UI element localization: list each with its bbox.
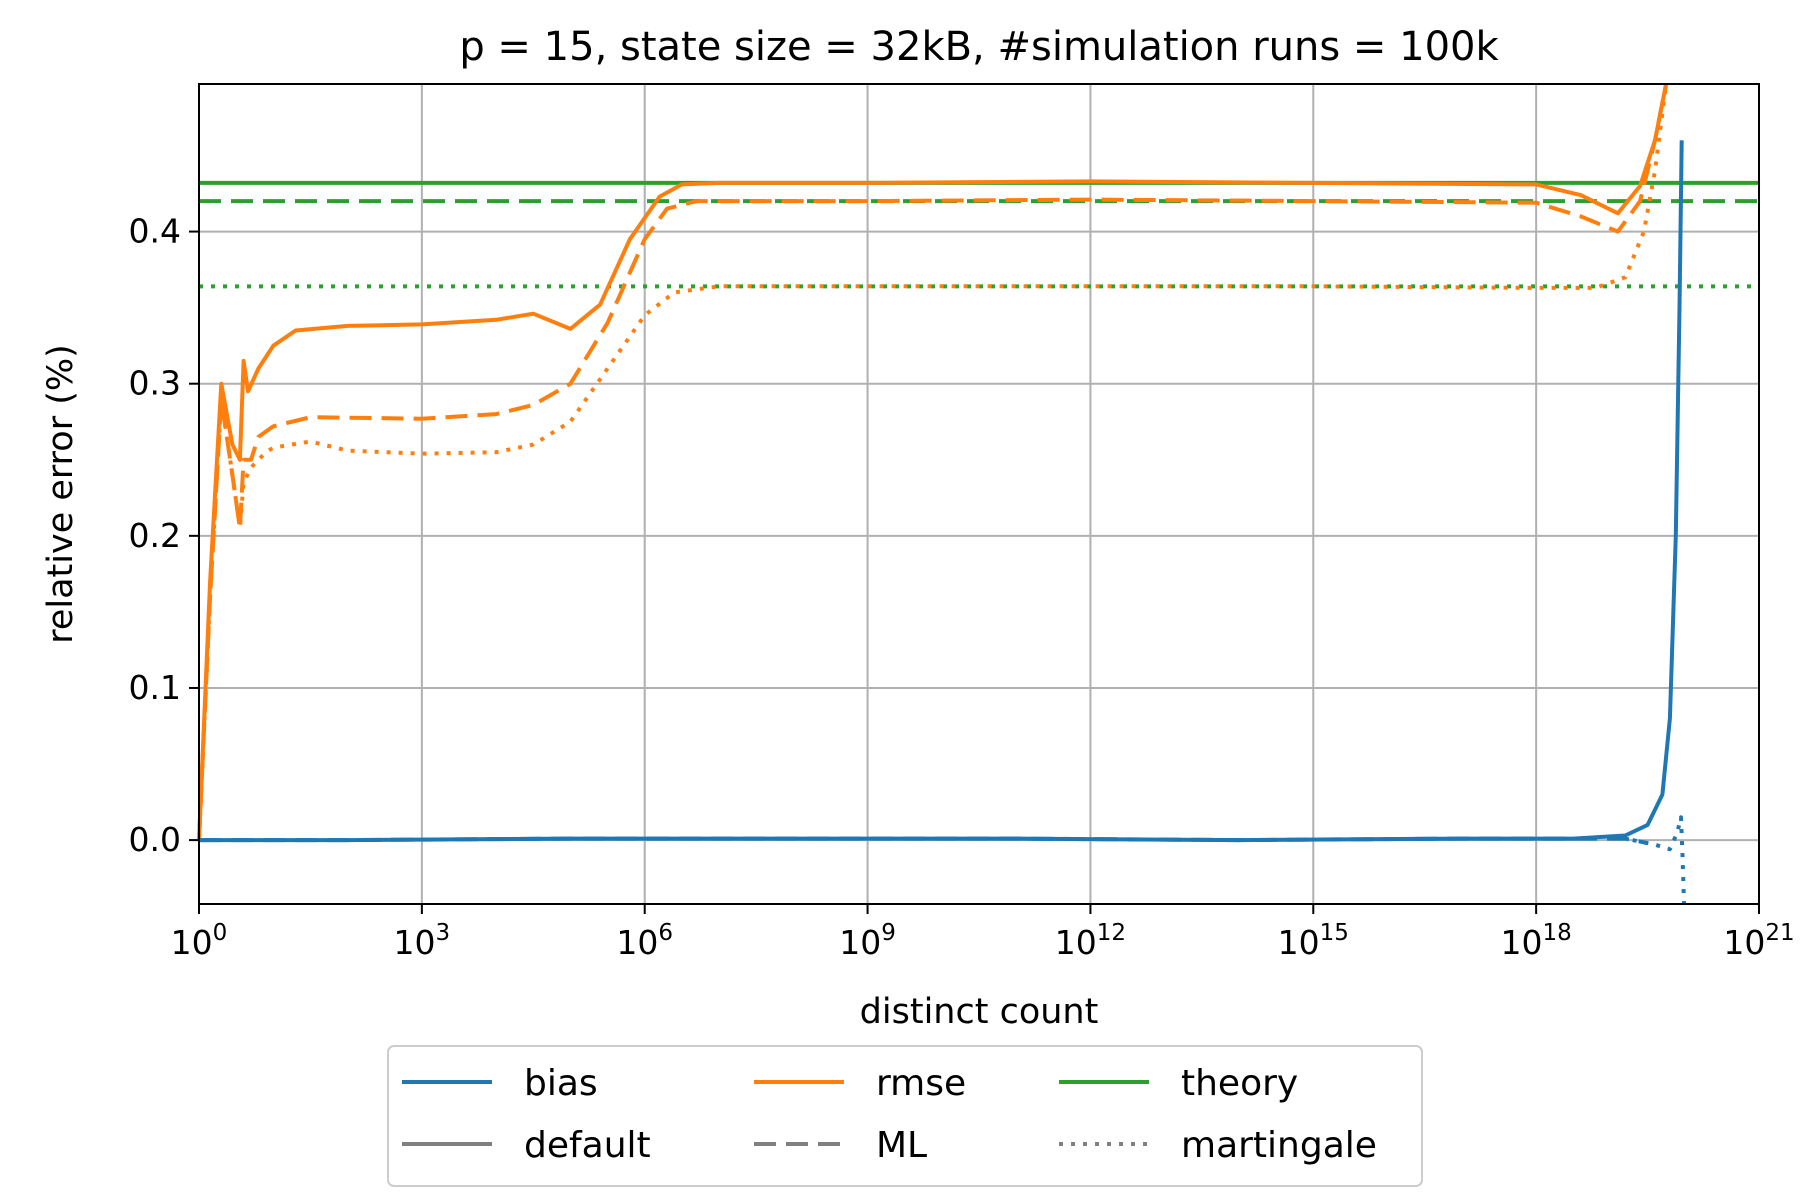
legend-entry-martingale: martingale xyxy=(1059,1125,1377,1166)
series-rmse-dashed xyxy=(197,83,1669,841)
y-tick-label: 0.2 xyxy=(129,516,181,555)
x-tick-label: 1018 xyxy=(1501,920,1572,962)
legend-entry-theory: theory xyxy=(1059,1063,1298,1104)
grid-lines xyxy=(198,84,1760,904)
y-tick-label: 0.4 xyxy=(129,212,181,251)
series-rmse-solid xyxy=(197,83,1669,841)
legend-label: martingale xyxy=(1181,1125,1377,1166)
x-tick-label: 106 xyxy=(616,920,673,962)
legend-label: default xyxy=(524,1125,651,1166)
y-tick-label: 0.1 xyxy=(129,668,181,707)
series-bias-dotted xyxy=(1632,815,1686,905)
legend-entry-bias: bias xyxy=(402,1063,598,1104)
x-axis-title: distinct count xyxy=(860,992,1099,1032)
y-tick-label: 0.3 xyxy=(129,364,181,403)
x-tick-label: 1015 xyxy=(1278,920,1349,962)
y-tick-label: 0.0 xyxy=(129,820,181,859)
y-axis-title: relative error (%) xyxy=(41,344,81,644)
series-bias-solid xyxy=(199,140,1684,843)
legend-entry-rmse: rmse xyxy=(754,1063,966,1104)
data-series xyxy=(197,83,1686,905)
legend-entry-default: default xyxy=(402,1125,651,1166)
x-tick-label: 1012 xyxy=(1055,920,1126,962)
axis-ticks: 100 103 106 109 1012 1015 1018 1021 0.0 0.1 0.2 0.3… xyxy=(129,212,1795,962)
series-rmse-dotted xyxy=(197,83,1669,841)
legend-label: theory xyxy=(1181,1063,1298,1104)
legend-label: rmse xyxy=(876,1063,966,1104)
x-tick-label: 109 xyxy=(839,920,896,962)
legend-label: ML xyxy=(876,1125,927,1166)
x-tick-label: 103 xyxy=(394,920,451,962)
chart-title: p = 15, state size = 32kB, #simulation r… xyxy=(459,24,1499,70)
legend: bias rmse theory default ML martingale xyxy=(387,1045,1423,1187)
x-tick-label: 100 xyxy=(171,920,228,962)
legend-entry-ml: ML xyxy=(754,1125,927,1166)
plot-frame xyxy=(198,83,1760,905)
legend-label: bias xyxy=(524,1063,598,1104)
series-bias-dashed xyxy=(199,836,1648,846)
legend-box xyxy=(387,1045,1423,1187)
x-tick-label: 1021 xyxy=(1723,920,1794,962)
